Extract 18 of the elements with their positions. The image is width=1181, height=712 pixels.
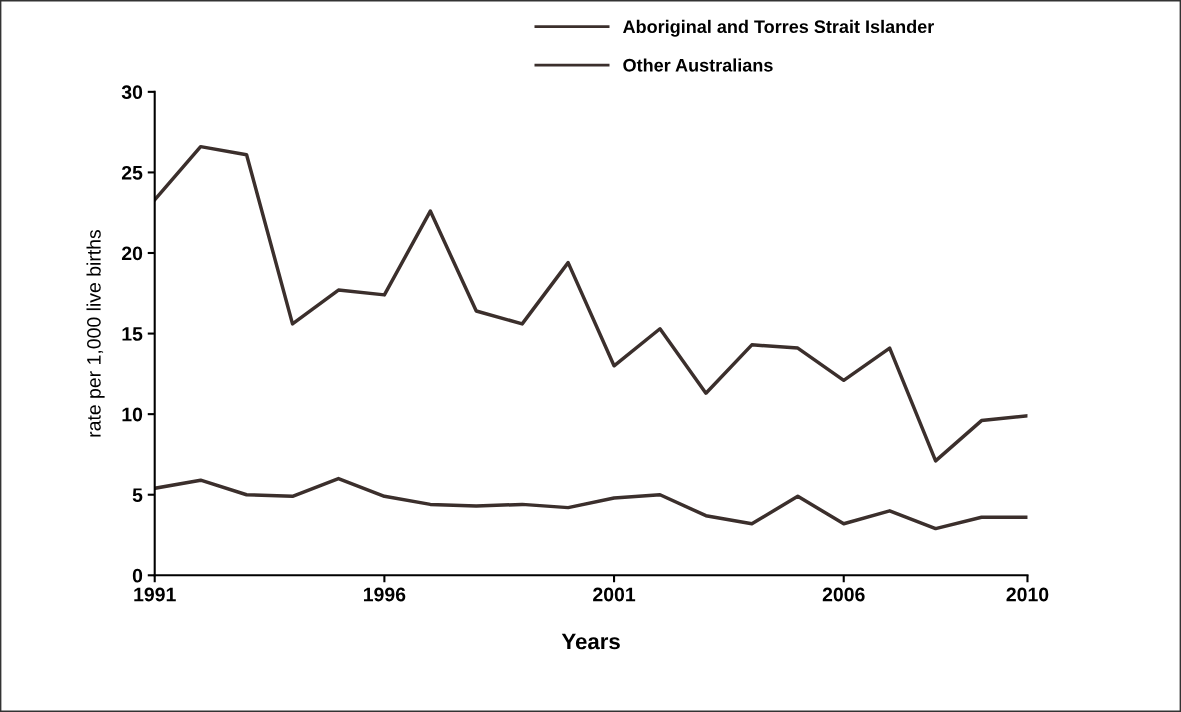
line-series bbox=[154, 144, 1028, 463]
x-tick-label: 2010 bbox=[1006, 587, 1049, 602]
legend-label: Other Australians bbox=[623, 58, 773, 72]
legend-label: Aboriginal and Torres Strait Islander bbox=[623, 19, 934, 37]
x-tick-label: 2006 bbox=[822, 587, 865, 602]
y-tick-label: 10 bbox=[122, 407, 143, 422]
x-tick-label: 1991 bbox=[134, 587, 176, 602]
y-tick-label: 20 bbox=[121, 246, 143, 261]
y-tick-label: 15 bbox=[122, 327, 143, 341]
x-axis-title: Years bbox=[561, 633, 620, 650]
x-tick-label: 2001 bbox=[593, 587, 636, 602]
x-tick-label: 1996 bbox=[363, 587, 406, 602]
line-series bbox=[154, 476, 1028, 531]
y-axis-title: rate per 1,000 live births bbox=[86, 229, 105, 437]
y-tick-label: 0 bbox=[132, 568, 143, 583]
y-tick-label: 5 bbox=[132, 488, 143, 502]
y-tick-label: 30 bbox=[121, 85, 143, 100]
y-tick-label: 25 bbox=[121, 165, 143, 180]
